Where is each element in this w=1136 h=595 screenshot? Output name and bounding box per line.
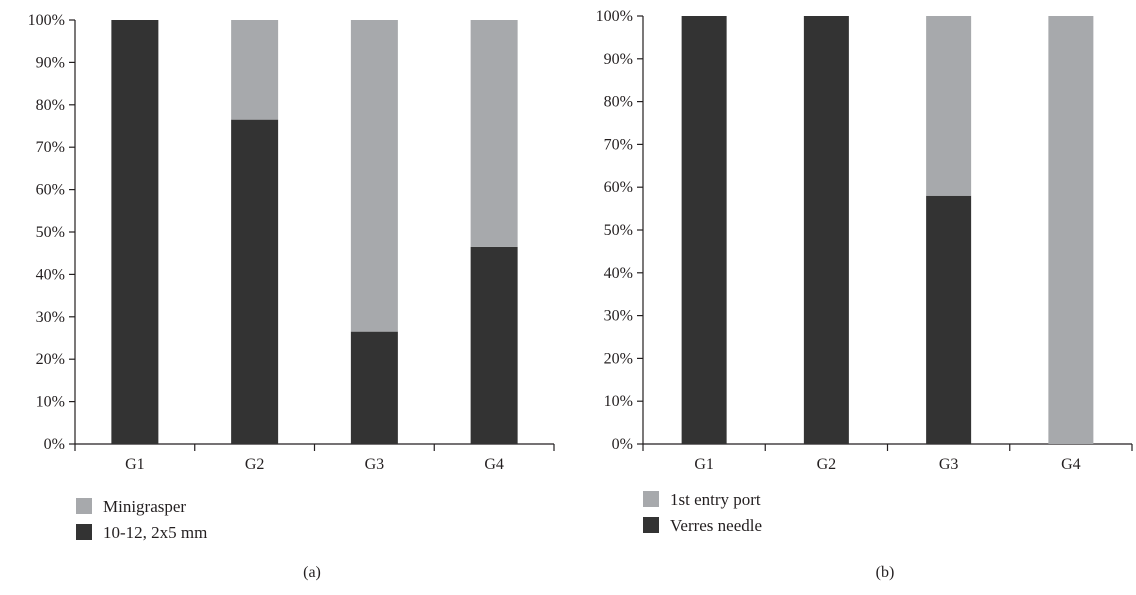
bar-10-12-2x5-mm-g1 — [111, 20, 159, 444]
x-tick-label: G3 — [365, 456, 385, 473]
x-tick-label: G2 — [245, 456, 265, 473]
y-tick-label: 50% — [604, 222, 633, 239]
y-tick-label: 40% — [604, 265, 633, 282]
y-tick-label: 0% — [612, 436, 633, 453]
bar-minigrasper-g3 — [350, 20, 398, 332]
x-tick-label: G4 — [1061, 456, 1081, 473]
bar-10-12-2x5-mm-g4 — [470, 246, 518, 444]
bar-verres-needle-g1 — [681, 16, 727, 444]
y-tick-label: 20% — [604, 350, 633, 367]
y-tick-label: 20% — [36, 351, 65, 368]
x-tick-label: G4 — [484, 456, 504, 473]
y-tick-label: 90% — [36, 54, 65, 71]
legend-label: Minigrasper — [103, 497, 186, 516]
x-tick-label: G1 — [125, 456, 145, 473]
legend-label: 1st entry port — [670, 490, 761, 509]
y-tick-label: 50% — [36, 224, 65, 241]
x-tick-label: G1 — [694, 456, 714, 473]
bar-10-12-2x5-mm-g2 — [231, 119, 279, 444]
legend-swatch — [76, 524, 92, 540]
y-tick-label: 80% — [604, 94, 633, 111]
y-tick-label: 30% — [604, 308, 633, 325]
bar-verres-needle-g3 — [926, 195, 972, 444]
y-tick-label: 60% — [604, 179, 633, 196]
chart-panel-a: 0% 10% 20% 30% 40% 50% 60% 70% 80% 90% 100% G1 G2 G3 G… — [28, 12, 555, 581]
bar-1st-entry-port-g4 — [1048, 16, 1094, 444]
legend-swatch — [76, 498, 92, 514]
y-tick-label: 70% — [604, 136, 633, 153]
bar-1st-entry-port-g3 — [926, 16, 972, 196]
y-tick-label: 100% — [596, 8, 633, 25]
chart-panel-b: 0% 10% 20% 30% 40% 50% 60% 70% 80% 90% 100% G1 G2 G3 G… — [596, 8, 1133, 581]
y-tick-label: 60% — [36, 182, 65, 199]
x-tick-label: G2 — [817, 456, 837, 473]
y-tick-label: 100% — [28, 12, 65, 29]
y-tick-label: 80% — [36, 97, 65, 114]
legend-label: 10-12, 2x5 mm — [103, 523, 207, 542]
legend-swatch — [643, 517, 659, 533]
y-tick-label: 30% — [36, 309, 65, 326]
bar-10-12-2x5-mm-g3 — [350, 331, 398, 444]
panel-label: (b) — [876, 564, 895, 581]
y-tick-label: 10% — [604, 393, 633, 410]
x-tick-label: G3 — [939, 456, 959, 473]
y-tick-label: 0% — [44, 436, 65, 453]
bar-verres-needle-g2 — [803, 16, 849, 444]
legend-swatch — [643, 491, 659, 507]
y-tick-label: 90% — [604, 51, 633, 68]
bar-minigrasper-g2 — [231, 20, 279, 120]
y-tick-label: 10% — [36, 394, 65, 411]
bar-minigrasper-g4 — [470, 20, 518, 247]
y-tick-label: 70% — [36, 139, 65, 156]
panel-label: (a) — [303, 564, 321, 581]
y-tick-label: 40% — [36, 266, 65, 283]
legend-label: Verres needle — [670, 516, 762, 535]
